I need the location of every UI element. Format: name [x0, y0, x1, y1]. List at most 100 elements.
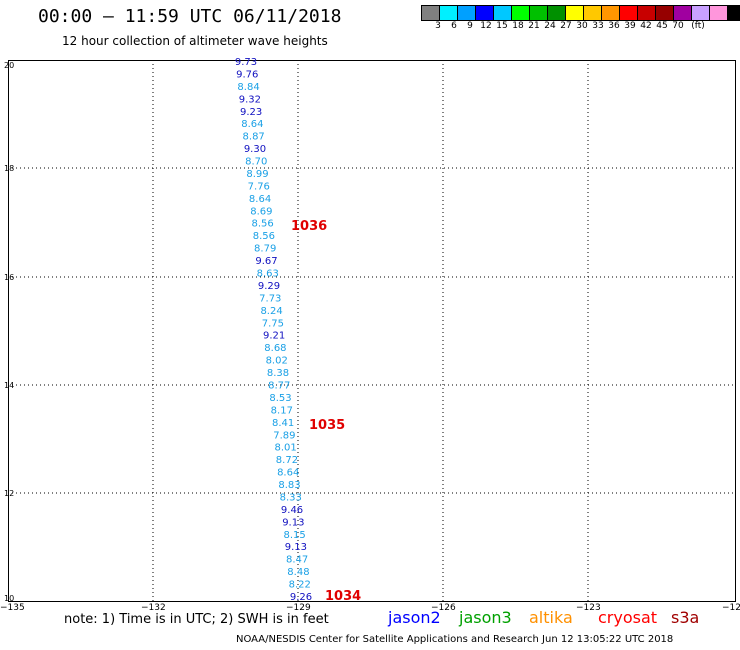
wave-height-observation: 8.15 [283, 530, 305, 541]
wave-height-observation: 9.29 [258, 281, 280, 292]
y-axis-label: 20 [4, 61, 14, 70]
legend-label: 39 [624, 21, 636, 31]
y-axis-label: 18 [4, 164, 14, 173]
wave-height-observation: 8.56 [251, 219, 273, 230]
wave-height-observation: 9.76 [236, 69, 258, 80]
pressure-label: 1035 [309, 418, 345, 433]
satellite-label-jason3: jason3 [459, 608, 512, 627]
x-axis-label: −129 [286, 603, 311, 613]
legend-label: 27 [560, 21, 572, 31]
legend-label: 12 [480, 21, 492, 31]
wave-height-observation: 9.26 [290, 592, 312, 603]
wave-height-observation: 9.21 [263, 331, 285, 342]
page-title: 00:00 – 11:59 UTC 06/11/2018 [38, 6, 342, 27]
wave-height-observation: 9.46 [281, 505, 303, 516]
satellite-label-s3a: s3a [671, 608, 700, 627]
wave-height-observation: 9.30 [244, 144, 266, 155]
legend-swatch [583, 5, 602, 21]
legend-swatch [439, 5, 458, 21]
wave-height-observation: 8.17 [271, 405, 293, 416]
x-axis-label: −123 [576, 603, 601, 613]
wave-height-observation: 9.67 [255, 256, 277, 267]
page-subtitle: 12 hour collection of altimeter wave hei… [62, 34, 328, 48]
wave-height-observation: 8.24 [260, 306, 282, 317]
legend-swatch [619, 5, 638, 21]
color-legend [421, 5, 740, 23]
legend-swatch [421, 5, 440, 21]
y-axis-label: 14 [4, 381, 14, 390]
wave-height-observation: 8.53 [269, 393, 291, 404]
legend-label: 33 [592, 21, 604, 31]
legend-swatch [655, 5, 674, 21]
wave-height-observation: 8.99 [246, 169, 268, 180]
legend-swatch [673, 5, 692, 21]
wave-height-observation: 7.76 [248, 181, 270, 192]
y-axis-label: 12 [4, 489, 14, 498]
wave-height-observation: 8.02 [266, 356, 288, 367]
legend-swatch [493, 5, 512, 21]
legend-swatch [709, 5, 728, 21]
legend-swatch [529, 5, 548, 21]
wave-height-observation: 8.64 [249, 194, 271, 205]
x-axis-label: −126 [431, 603, 456, 613]
x-axis-label: −12 [722, 603, 740, 613]
wave-height-observation: 8.87 [243, 132, 265, 143]
wave-height-observation: 8.83 [278, 480, 300, 491]
legend-swatch [637, 5, 656, 21]
legend-swatch [511, 5, 530, 21]
wave-height-observation: 8.77 [268, 380, 290, 391]
legend-swatch [475, 5, 494, 21]
wave-height-observation: 8.38 [267, 368, 289, 379]
wave-height-observation: 8.33 [280, 492, 302, 503]
wave-height-observation: 9.23 [240, 107, 262, 118]
wave-height-observation: 8.64 [241, 119, 263, 130]
y-axis-label: 10 [4, 594, 14, 603]
wave-height-observation: 9.13 [282, 517, 304, 528]
legend-swatch [547, 5, 566, 21]
wave-height-observation: 8.47 [286, 555, 308, 566]
legend-label: 18 [512, 21, 524, 31]
map-plot: 2018161412109.739.768.849.329.238.648.87… [4, 57, 736, 604]
wave-height-observation: 8.64 [277, 468, 299, 479]
wave-height-observation: 8.84 [237, 82, 259, 93]
legend-label: 45 [656, 21, 668, 31]
legend-label: 70 [672, 21, 684, 31]
legend-swatch [565, 5, 584, 21]
legend-swatch [457, 5, 476, 21]
wave-height-observation: 8.01 [275, 443, 297, 454]
wave-height-observation: 8.56 [253, 231, 275, 242]
wave-height-observation: 8.63 [257, 269, 279, 280]
plot-frame [8, 60, 736, 602]
satellite-label-altika: altika [529, 608, 573, 627]
wave-height-observation: 8.72 [276, 455, 298, 466]
pressure-label: 1034 [325, 589, 361, 604]
y-axis-label: 16 [4, 273, 14, 282]
x-axis-label: −132 [141, 603, 166, 613]
wave-height-observation: 7.89 [273, 430, 295, 441]
note-text: note: 1) Time is in UTC; 2) SWH is in fe… [64, 612, 329, 627]
pressure-label: 1036 [291, 219, 327, 234]
legend-label: 24 [544, 21, 556, 31]
legend-label: 36 [608, 21, 620, 31]
x-axis-label: −135 [0, 603, 25, 613]
satellite-label-jason2: jason2 [388, 608, 441, 627]
wave-height-observation: 8.41 [272, 418, 294, 429]
wave-height-observation: 9.13 [285, 542, 307, 553]
wave-height-observation: 7.75 [262, 318, 284, 329]
legend-swatch [691, 5, 710, 21]
satellite-label-cryosat: cryosat [598, 608, 658, 627]
legend-label: 6 [451, 21, 457, 31]
wave-height-observation: 8.70 [245, 157, 267, 168]
footer-credit: NOAA/NESDIS Center for Satellite Applica… [236, 634, 674, 645]
legend-label: 3 [435, 21, 441, 31]
wave-height-observation: 8.48 [287, 567, 309, 578]
legend-label: (ft) [691, 21, 705, 31]
wave-height-observation: 8.68 [264, 343, 286, 354]
wave-height-observation: 8.69 [250, 206, 272, 217]
legend-label: 9 [467, 21, 473, 31]
legend-swatch [601, 5, 620, 21]
legend-swatch [727, 5, 740, 21]
legend-label: 15 [496, 21, 508, 31]
wave-height-observation: 7.73 [259, 293, 281, 304]
legend-label: 21 [528, 21, 540, 31]
